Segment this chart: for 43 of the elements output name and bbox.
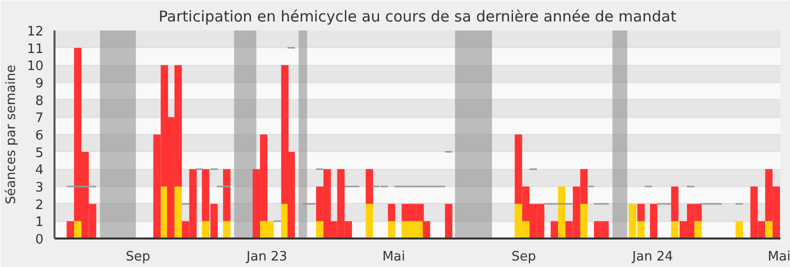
y-tick-label: 11 bbox=[26, 42, 44, 57]
y-tick-label: 6 bbox=[35, 128, 44, 144]
y-tick-label: 8 bbox=[35, 94, 44, 109]
bar bbox=[550, 221, 558, 238]
y-axis-title: Séances par semaine bbox=[4, 64, 19, 204]
bar bbox=[558, 186, 566, 238]
y-tick-label: 7 bbox=[35, 111, 44, 126]
bar bbox=[650, 204, 658, 238]
bar bbox=[388, 221, 396, 238]
bar bbox=[444, 204, 452, 238]
bar bbox=[174, 186, 182, 238]
bar bbox=[366, 169, 374, 204]
bar bbox=[637, 204, 645, 222]
y-tick-label: 4 bbox=[35, 163, 44, 178]
bar bbox=[366, 204, 374, 238]
bar bbox=[765, 221, 773, 238]
x-tick-label: Jan 23 bbox=[246, 250, 288, 264]
bar bbox=[580, 204, 588, 238]
bar bbox=[316, 221, 324, 238]
bar bbox=[74, 221, 82, 238]
y-tick-label: 0 bbox=[35, 232, 44, 248]
bar bbox=[388, 204, 396, 222]
x-tick-label: Jan 24 bbox=[631, 250, 673, 264]
y-tick-label: 3 bbox=[35, 180, 44, 196]
x-tick-label: Sep bbox=[511, 250, 536, 264]
bar bbox=[671, 221, 679, 238]
bar bbox=[694, 221, 702, 238]
bar bbox=[223, 169, 230, 222]
y-tick-label: 5 bbox=[35, 146, 44, 161]
y-tick-label: 12 bbox=[26, 24, 44, 40]
y-tick-label: 2 bbox=[35, 198, 44, 213]
y-tick-label: 10 bbox=[26, 59, 44, 74]
bar bbox=[202, 221, 210, 238]
chart-title: Participation en hémicycle au cours de sa dernière année de mandat bbox=[158, 8, 676, 26]
bar bbox=[223, 221, 230, 238]
x-tick-label: Sep bbox=[126, 250, 150, 264]
bar bbox=[66, 221, 74, 238]
bar bbox=[671, 186, 679, 222]
x-tick-label: Mai bbox=[768, 250, 790, 264]
bar bbox=[736, 221, 743, 238]
y-tick-label: 1 bbox=[35, 215, 44, 230]
x-tick-label: Mai bbox=[382, 250, 406, 264]
y-tick-label: 9 bbox=[35, 76, 44, 92]
